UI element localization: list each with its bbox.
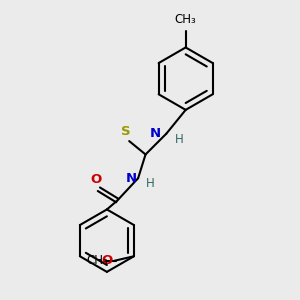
Text: H: H [146,177,155,190]
Text: O: O [90,173,101,186]
Text: O: O [102,254,113,267]
Text: H: H [175,133,183,146]
Text: N: N [150,127,161,140]
Text: CH₃: CH₃ [86,254,108,267]
Text: S: S [121,124,130,137]
Text: CH₃: CH₃ [175,13,196,26]
Text: N: N [125,172,136,185]
